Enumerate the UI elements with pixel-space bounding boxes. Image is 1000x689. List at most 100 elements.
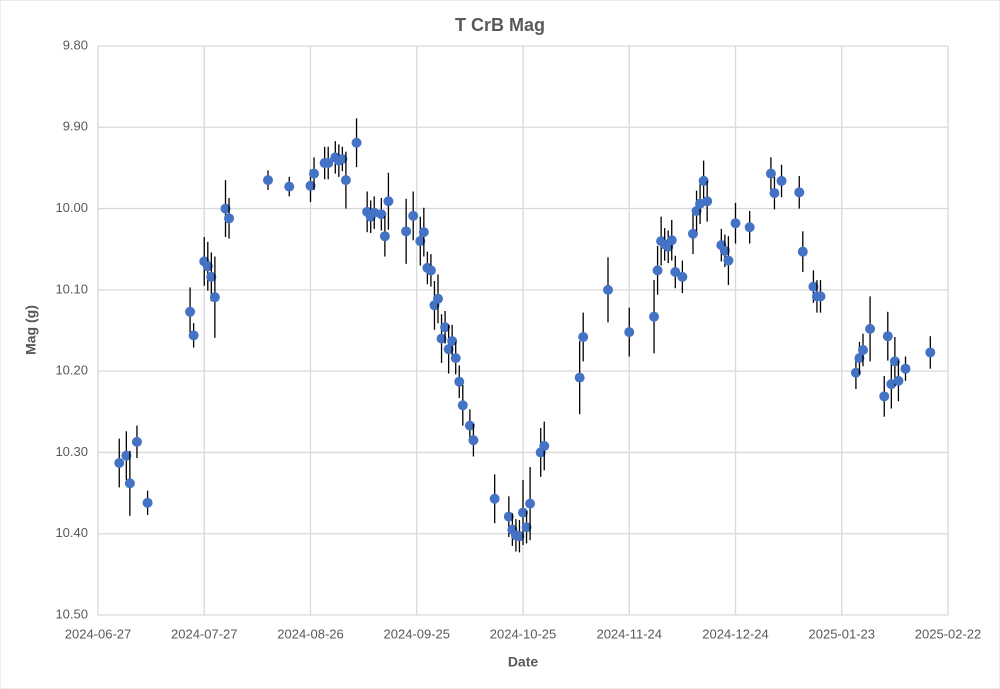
- data-point: [723, 255, 734, 266]
- data-point: [815, 291, 826, 302]
- data-point: [464, 420, 475, 431]
- data-point: [263, 175, 273, 186]
- data-point: [850, 367, 861, 378]
- y-tick-label: 10.00: [55, 200, 88, 215]
- data-point: [574, 372, 585, 383]
- y-tick-label: 10.10: [55, 281, 88, 296]
- data-point: [882, 331, 893, 342]
- data-point: [220, 203, 231, 214]
- y-tick-label: 10.30: [55, 444, 88, 459]
- data-point: [383, 196, 394, 207]
- y-axis-title: Mag (g): [23, 305, 39, 355]
- data-point: [698, 175, 709, 186]
- data-point: [209, 292, 220, 303]
- data-point: [808, 281, 819, 292]
- y-tick-label: 10.40: [55, 525, 88, 540]
- data-point: [525, 498, 536, 509]
- x-tick-label: 2024-06-27: [65, 626, 132, 641]
- data-point: [776, 175, 787, 186]
- data-point: [284, 181, 295, 192]
- data-point: [652, 265, 663, 276]
- data-point: [124, 478, 135, 489]
- data-point: [503, 511, 514, 522]
- data-point: [202, 261, 213, 272]
- data-point: [185, 306, 196, 317]
- x-tick-label: 2024-10-25: [490, 626, 557, 641]
- data-point: [744, 222, 755, 233]
- x-axis-title: Date: [508, 654, 539, 670]
- data-point: [624, 327, 635, 338]
- data-point: [889, 356, 900, 367]
- data-point: [376, 209, 387, 220]
- data-point: [539, 440, 550, 451]
- data-point: [677, 271, 688, 282]
- data-point: [670, 266, 681, 277]
- data-point: [418, 227, 429, 238]
- x-tick-label: 2024-09-25: [384, 626, 451, 641]
- data-point: [401, 226, 412, 237]
- x-tick-label: 2024-11-24: [596, 626, 662, 641]
- data-point: [769, 188, 780, 199]
- data-point: [521, 522, 532, 533]
- data-point: [578, 332, 589, 343]
- data-point: [489, 493, 500, 504]
- data-point: [900, 363, 911, 374]
- data-point: [305, 180, 316, 191]
- data-point: [666, 235, 677, 246]
- data-point: [340, 175, 351, 186]
- data-point: [114, 457, 125, 468]
- data-point: [206, 271, 217, 282]
- data-point: [730, 218, 741, 229]
- data-point: [518, 507, 528, 518]
- data-point: [649, 311, 660, 322]
- y-tick-label: 10.50: [55, 606, 88, 621]
- chart-title: T CrB Mag: [455, 15, 545, 35]
- data-point: [379, 231, 390, 242]
- data-point: [450, 353, 461, 364]
- data-point: [440, 322, 451, 333]
- data-point: [425, 265, 436, 276]
- data-point: [408, 210, 419, 221]
- x-tick-label: 2024-07-27: [171, 626, 238, 641]
- data-point: [351, 137, 362, 148]
- data-point: [794, 187, 805, 198]
- data-point: [719, 245, 730, 256]
- data-point: [188, 330, 199, 341]
- data-point: [142, 497, 153, 508]
- y-tick-label: 9.80: [63, 37, 88, 52]
- data-point: [457, 400, 468, 411]
- data-point: [131, 436, 142, 447]
- data-point: [468, 435, 479, 446]
- data-point: [603, 284, 613, 295]
- y-tick-label: 9.90: [63, 119, 88, 134]
- data-point: [415, 236, 426, 247]
- data-point: [925, 347, 936, 358]
- data-point: [323, 158, 334, 169]
- y-tick-label: 10.20: [55, 363, 88, 378]
- x-tick-label: 2025-01-23: [809, 626, 876, 641]
- data-point: [433, 293, 443, 304]
- data-point: [454, 376, 465, 387]
- data-point: [436, 333, 447, 344]
- x-tick-label: 2024-08-26: [277, 626, 344, 641]
- data-point: [854, 353, 865, 364]
- data-point: [337, 153, 348, 164]
- x-tick-label: 2025-02-22: [915, 626, 982, 641]
- data-point: [865, 323, 876, 334]
- data-point: [121, 450, 132, 461]
- data-point: [893, 375, 904, 386]
- data-point: [702, 196, 713, 207]
- x-tick-label: 2024-12-24: [702, 626, 769, 641]
- data-point: [879, 391, 890, 402]
- data-point: [765, 168, 776, 179]
- data-point: [514, 531, 525, 542]
- data-point: [309, 168, 320, 179]
- data-point: [447, 336, 458, 347]
- data-point: [858, 345, 868, 356]
- data-point: [443, 344, 454, 355]
- data-point: [797, 246, 808, 257]
- data-point: [224, 213, 235, 224]
- data-point: [688, 228, 698, 239]
